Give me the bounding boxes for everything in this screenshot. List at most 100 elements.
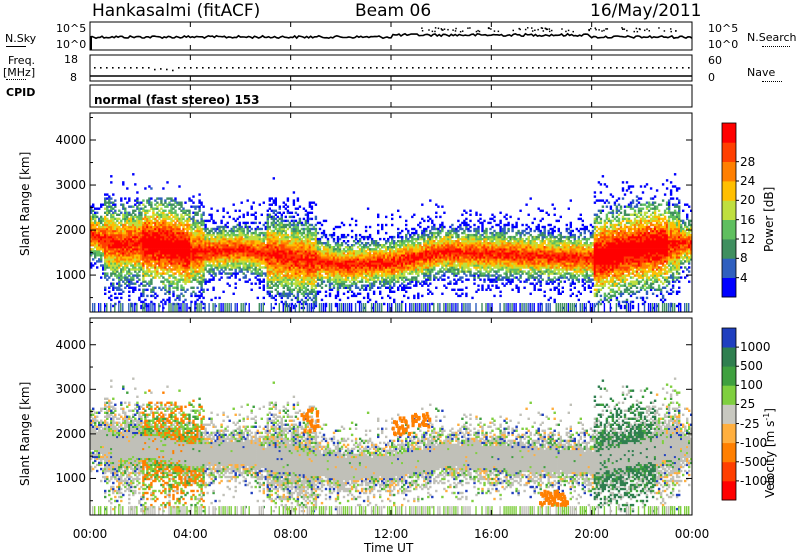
power-cell (365, 230, 367, 232)
power-cell (263, 202, 265, 204)
freq-dot (394, 67, 396, 69)
nsearch-dot (675, 30, 677, 32)
power-cell (120, 303, 121, 312)
power-cell (369, 234, 371, 236)
power-cell (152, 303, 153, 312)
power-cell (104, 208, 106, 210)
power-cell (138, 270, 140, 272)
freq-dot (538, 67, 540, 69)
power-cell (164, 287, 166, 289)
power-cell (315, 287, 317, 289)
power-cell (383, 238, 385, 240)
power-cell (100, 303, 101, 312)
power-cell (371, 238, 373, 240)
nsearch-dot (441, 29, 443, 31)
power-cell (98, 303, 99, 312)
power-cell (150, 197, 152, 199)
power-cell (126, 187, 128, 189)
nsearch-dot (542, 28, 544, 30)
power-cell (325, 220, 327, 222)
power-cell (134, 183, 136, 185)
power-cell (345, 242, 347, 244)
power-cell (345, 250, 347, 252)
power-cell (134, 199, 136, 201)
power-cell (108, 287, 110, 289)
freq-dot (682, 67, 684, 69)
power-cell (164, 216, 166, 218)
power-cell (134, 214, 136, 216)
power-cell (122, 181, 124, 183)
nsearch-dot (549, 31, 551, 33)
power-cell (198, 199, 200, 201)
power-cell (182, 216, 184, 218)
power-cell (281, 301, 283, 303)
power-cell (218, 279, 220, 281)
power-cell (275, 202, 277, 204)
power-cell (343, 303, 344, 312)
power-cell (315, 256, 317, 258)
freq-dot (340, 67, 342, 69)
freq-dot (418, 67, 420, 69)
freq-dot (676, 67, 678, 69)
power-cell (94, 303, 95, 312)
power-cell (377, 216, 379, 218)
nsearch-dot (605, 28, 607, 30)
power-cell (194, 293, 196, 295)
nsearch-dot (490, 28, 492, 30)
freq-dot (472, 67, 474, 69)
power-cell (190, 295, 192, 297)
freq-dot (688, 67, 690, 69)
power-cell (104, 293, 106, 295)
power-cell (104, 272, 106, 274)
power-cell (267, 210, 269, 212)
power-cell (106, 272, 108, 274)
power-cell (345, 262, 347, 264)
power-cell (164, 240, 166, 242)
power-cell (224, 240, 226, 242)
power-cell (337, 303, 338, 312)
power-cell (106, 279, 108, 281)
power-cell (279, 303, 280, 312)
power-cell (212, 287, 214, 289)
power-cell (315, 224, 317, 226)
power-cell (134, 274, 136, 276)
power-cell (285, 256, 287, 258)
power-cell (351, 303, 352, 312)
power-cell (92, 303, 93, 312)
power-cell (210, 216, 212, 218)
power-cell (255, 276, 257, 278)
power-cell (345, 270, 347, 272)
nsearch-dot (434, 31, 436, 33)
freq-dot (166, 69, 168, 71)
power-cell (112, 279, 114, 281)
nsearch-dot (421, 27, 423, 29)
power-cell (178, 295, 180, 297)
power-cell (194, 220, 196, 222)
power-cell (363, 303, 364, 312)
freq-dot (154, 69, 156, 71)
power-cell (218, 303, 219, 312)
power-cell (341, 303, 342, 312)
power-cell (347, 297, 349, 299)
nsearch-dot (621, 27, 623, 29)
power-cell (255, 222, 257, 224)
power-cell (194, 240, 196, 242)
power-cell (220, 276, 222, 278)
freq-dot (496, 67, 498, 69)
power-panel (90, 173, 692, 312)
power-cell (118, 301, 120, 303)
power-cell (269, 208, 271, 210)
freq-dot (658, 67, 660, 69)
power-cell (315, 285, 317, 287)
power-cell (200, 216, 202, 218)
power-cell (257, 297, 259, 299)
power-cell (164, 224, 166, 226)
power-cell (229, 285, 231, 287)
power-cell (180, 202, 182, 204)
nsearch-dot (565, 31, 567, 33)
power-cell (132, 173, 134, 175)
freq-dot (100, 67, 102, 69)
power-cell (271, 303, 272, 312)
power-cell (198, 193, 200, 195)
power-cell (377, 232, 379, 234)
